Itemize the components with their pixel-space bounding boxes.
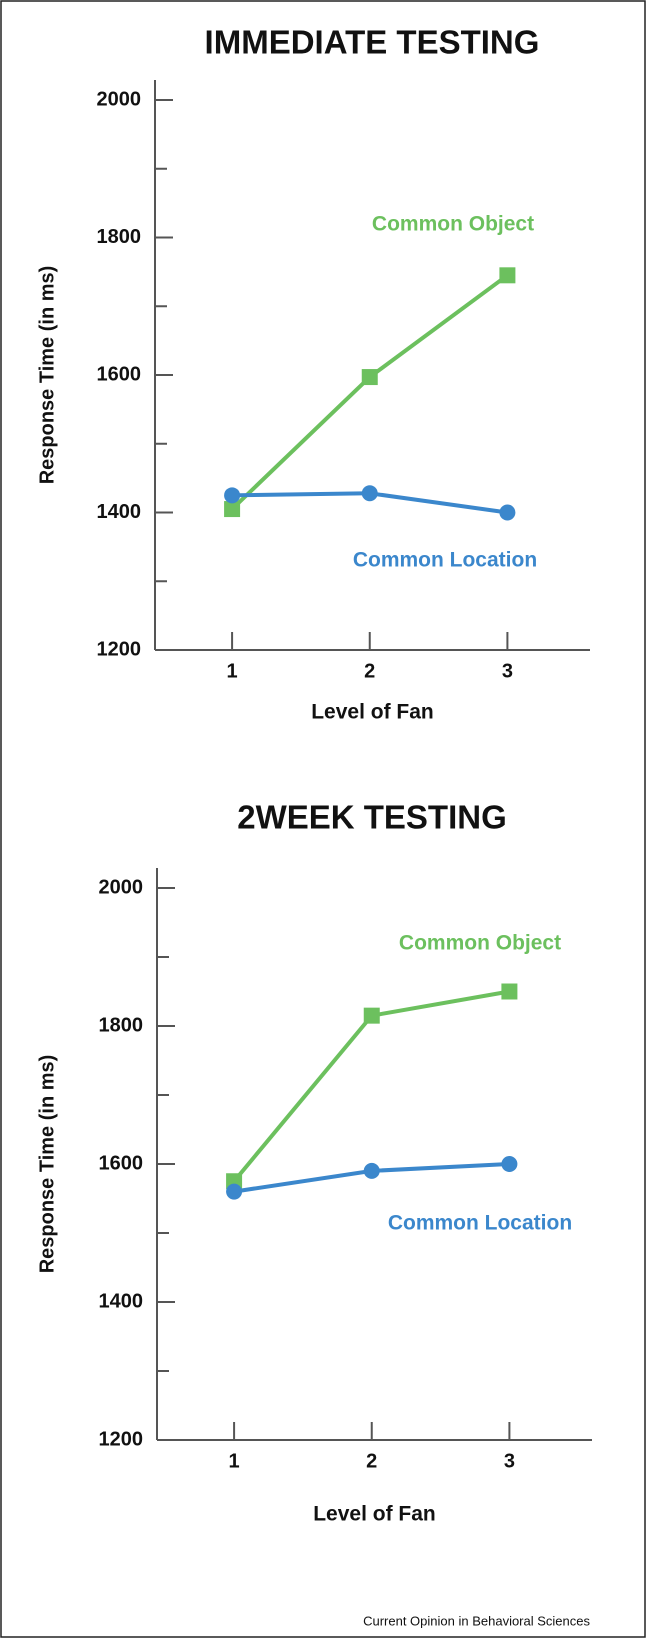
chart-title: 2WEEK TESTING <box>237 799 507 836</box>
x-tick-label: 2 <box>364 660 375 682</box>
marker <box>226 1183 243 1200</box>
x-axis-label: Level of Fan <box>311 701 434 724</box>
marker <box>361 369 378 386</box>
y-tick-label: 1600 <box>99 1152 144 1174</box>
y-tick-label: 1200 <box>97 638 142 660</box>
series-label: Common Object <box>399 932 561 955</box>
marker <box>499 267 516 284</box>
marker <box>501 1156 518 1172</box>
marker <box>361 485 378 502</box>
y-axis-label: Response Time (in ms) <box>36 1055 58 1274</box>
y-tick-label: 1200 <box>99 1428 144 1450</box>
y-tick-label: 1800 <box>99 1014 144 1036</box>
x-tick-label: 1 <box>227 660 238 682</box>
y-tick-label: 2000 <box>97 88 142 110</box>
source-credit: Current Opinion in Behavioral Sciences <box>363 1613 590 1628</box>
y-tick-label: 1800 <box>97 226 142 248</box>
marker <box>363 1007 380 1024</box>
x-tick-label: 3 <box>502 660 513 682</box>
marker <box>224 501 241 518</box>
y-tick-label: 1600 <box>97 363 142 385</box>
series-label: Common Location <box>353 549 537 572</box>
x-tick-label: 1 <box>229 1450 240 1472</box>
chart-title: IMMEDIATE TESTING <box>205 24 540 61</box>
y-axis-label: Response Time (in ms) <box>36 266 58 485</box>
x-tick-label: 3 <box>504 1450 515 1472</box>
series-label: Common Object <box>372 213 534 236</box>
y-tick-label: 1400 <box>97 501 142 523</box>
marker <box>363 1162 380 1179</box>
series-label: Common Location <box>388 1212 572 1235</box>
marker <box>501 983 518 1000</box>
marker <box>224 487 241 504</box>
y-tick-label: 1400 <box>99 1290 144 1312</box>
x-tick-label: 2 <box>366 1450 377 1472</box>
marker <box>499 504 516 521</box>
x-axis-label: Level of Fan <box>313 1503 436 1526</box>
y-tick-label: 2000 <box>99 876 144 898</box>
